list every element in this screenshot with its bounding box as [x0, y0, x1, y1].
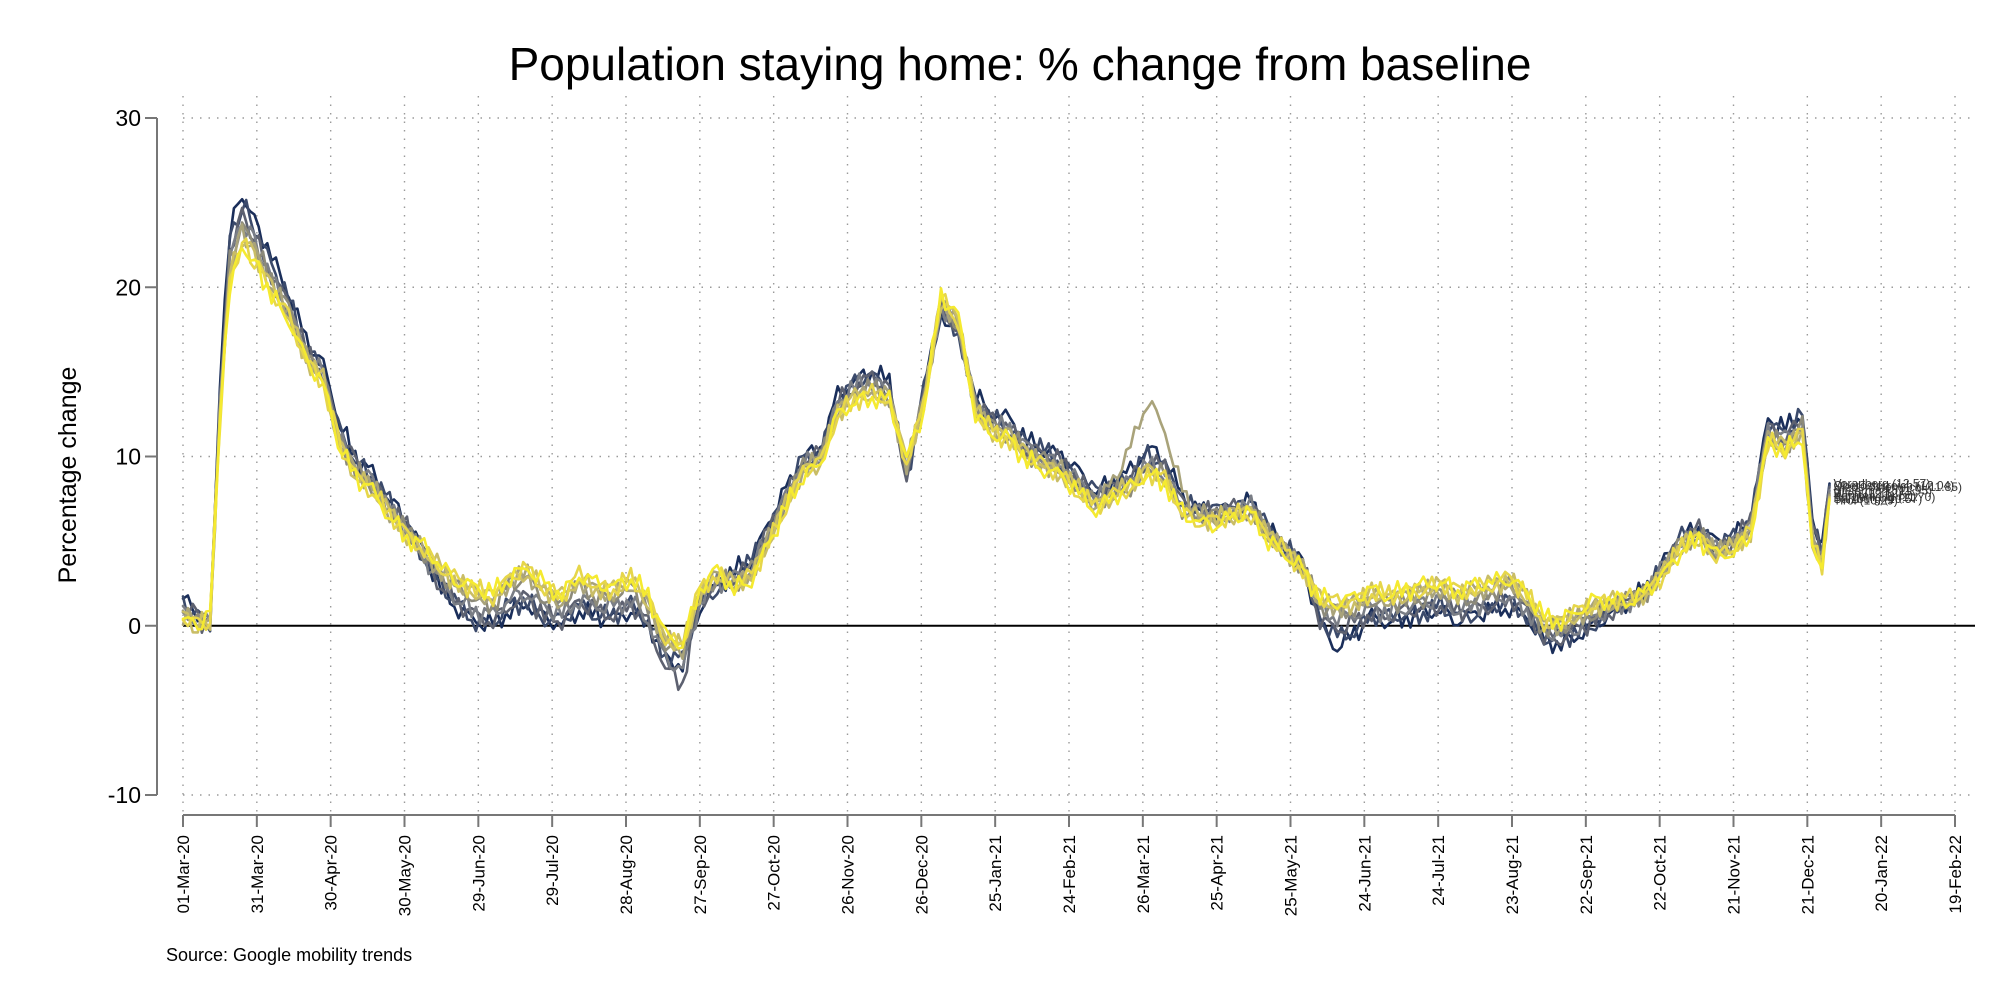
y-tick-label: 10 [115, 444, 141, 470]
series-line [181, 247, 1831, 650]
series-line [181, 197, 1831, 673]
series-end-label: Niederösterreich (11.85) [1833, 480, 1962, 494]
series-end-label: Kärnten (11.57) [1833, 488, 1916, 502]
series-end-label: Tirol (10.29) [1833, 494, 1897, 508]
x-tick-label: 23-Aug-21 [1503, 835, 1522, 914]
x-tick-label: 30-May-20 [396, 835, 415, 916]
x-tick-label: 27-Sep-20 [691, 835, 710, 914]
x-tick-label: 26-Nov-20 [839, 835, 858, 914]
series-line [181, 241, 1831, 652]
x-tick-label: 26-Dec-20 [912, 835, 931, 914]
grid [182, 96, 1975, 815]
x-tick-label: 25-Apr-21 [1208, 835, 1227, 911]
y-axis-label: Percentage change [54, 367, 82, 584]
series-lines [181, 197, 1831, 692]
x-tick-label: 27-Oct-20 [765, 835, 784, 911]
x-tick-label: 29-Jun-20 [469, 835, 488, 912]
series-end-label: Wien (12.12) [1833, 487, 1902, 501]
series-line [181, 198, 1831, 670]
x-tick-label: 26-Mar-21 [1134, 835, 1153, 913]
x-tick-label: 21-Nov-21 [1725, 835, 1744, 914]
series-end-labels: Vorarlberg (12.57)Oberösterreich (12.04)… [1833, 477, 1962, 508]
x-tick-label: 01-Mar-20 [174, 835, 193, 913]
x-tick-label: 29-Jul-20 [543, 835, 562, 906]
x-tick-label: 22-Oct-21 [1651, 835, 1670, 911]
y-tick-label: 20 [115, 274, 141, 300]
y-tick-label: 0 [128, 613, 141, 639]
series-end-label: Steiermark (11.95) [1833, 483, 1931, 497]
x-tick-label: 21-Dec-21 [1798, 835, 1817, 914]
series-end-label: Burgenland (11.70) [1833, 490, 1935, 504]
series-end-label: Oberösterreich (12.04) [1833, 478, 1954, 492]
source-note: Source: Google mobility trends [166, 945, 412, 965]
x-tick-label: 19-Feb-22 [1946, 835, 1965, 913]
chart-title: Population staying home: % change from b… [509, 38, 1532, 90]
x-tick-label: 30-Apr-20 [322, 835, 341, 911]
axes: -10 0 10 20 30 01-Mar-20 31-Mar-20 30-Apr-20 30-… [108, 105, 1975, 916]
x-tick-label: 20-Jan-22 [1872, 835, 1891, 912]
series-end-label: Salzburg (10.57) [1833, 492, 1922, 506]
x-tick-label: 25-May-21 [1282, 835, 1301, 916]
series-end-label: Vorarlberg (12.57) [1833, 477, 1930, 491]
x-tick-label: 25-Jan-21 [986, 835, 1005, 912]
x-tick-label: 24-Jun-21 [1355, 835, 1374, 912]
series-line [181, 237, 1831, 646]
y-tick-label: -10 [108, 782, 141, 808]
x-tick-label: 31-Mar-20 [248, 835, 267, 913]
series-line [181, 224, 1831, 673]
x-tick-label: 28-Aug-20 [617, 835, 636, 914]
series-line [181, 223, 1831, 660]
x-tick-label: 22-Sep-21 [1577, 835, 1596, 914]
y-tick-label: 30 [115, 105, 141, 131]
x-tick-label: 24-Feb-21 [1060, 835, 1079, 913]
x-tick-label: 24-Jul-21 [1429, 835, 1448, 906]
